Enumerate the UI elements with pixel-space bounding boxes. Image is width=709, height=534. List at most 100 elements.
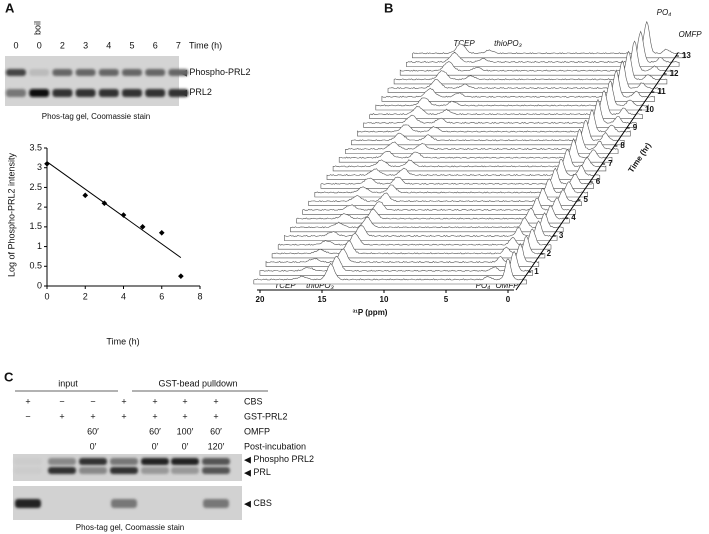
peak-label: TCEP — [453, 39, 475, 48]
cell: + — [152, 396, 157, 406]
band — [145, 69, 166, 76]
x-tick-label: 4 — [121, 291, 126, 301]
time-tick-label: 2 — [547, 249, 552, 258]
point — [82, 192, 89, 199]
band — [98, 89, 119, 97]
spectrum — [357, 109, 631, 137]
band — [141, 458, 169, 465]
band — [79, 458, 107, 465]
spectrum — [290, 212, 564, 233]
band — [202, 458, 230, 465]
band — [79, 467, 107, 474]
point — [139, 224, 146, 230]
peak-label: PO₄ — [476, 281, 491, 290]
peak-label: thioPO₃ — [306, 281, 334, 290]
spectrum — [345, 128, 619, 154]
band-label: ◀ Phospho PRL2 — [244, 454, 314, 464]
time-tick-label: 7 — [608, 159, 613, 168]
lane-label: 7 — [176, 40, 181, 50]
ppm-tick-label: 20 — [256, 295, 265, 304]
y-tick-label: 1 — [37, 241, 42, 251]
band — [110, 467, 138, 474]
band — [14, 467, 42, 474]
spectrum — [296, 205, 570, 224]
spectrum — [253, 258, 527, 285]
band — [48, 458, 76, 465]
cell: 100′ — [177, 426, 194, 436]
time-tick-label: 12 — [670, 69, 679, 78]
y-axis-label: Log of Phospho-PRL2 intensity — [6, 152, 16, 277]
cell: + — [121, 396, 126, 406]
band-label: ◀ PRL2 — [180, 87, 212, 97]
band — [6, 69, 26, 76]
x-tick-label: 6 — [159, 291, 164, 301]
y-tick-label: 3 — [37, 162, 42, 172]
band — [75, 89, 96, 97]
caption: Phos-tag gel, Coomassie stain — [42, 112, 151, 121]
band — [15, 499, 41, 508]
band — [110, 458, 138, 465]
y-tick-label: 3.5 — [29, 142, 42, 152]
y-tick-label: 1.5 — [29, 221, 42, 231]
lane-label: 5 — [129, 40, 134, 50]
row-label: GST-PRL2 — [244, 411, 288, 421]
band — [52, 69, 73, 76]
band-label: ◀ PRL — [244, 467, 271, 477]
time-label: Time (h) — [189, 40, 222, 50]
band — [48, 467, 76, 474]
peak-label: PO₄ — [657, 8, 672, 17]
lane-label: 6 — [153, 40, 158, 50]
band — [145, 89, 166, 97]
row-label: OMFP — [244, 426, 270, 436]
caption: Phos-tag gel, Coomassie stain — [76, 523, 185, 532]
cell: 60′ — [149, 426, 161, 436]
cell: + — [121, 411, 126, 421]
time-tick-label: 6 — [596, 177, 601, 186]
ppm-label: ³¹P (ppm) — [353, 308, 388, 317]
band — [168, 89, 189, 97]
band-name: Phospho-PRL2 — [189, 67, 250, 77]
ppm-tick-label: 5 — [444, 295, 449, 304]
point — [158, 229, 165, 236]
ppm-tick-label: 0 — [506, 295, 511, 304]
spectrum — [351, 119, 625, 146]
cell: + — [25, 396, 30, 406]
time-tick-label: 5 — [584, 195, 589, 204]
point — [44, 160, 50, 167]
cell: 0′ — [182, 441, 189, 451]
band-name: Phospho PRL2 — [253, 454, 314, 464]
x-axis-label: Time (h) — [106, 336, 139, 346]
point — [178, 273, 184, 279]
time-tick-label: 1 — [534, 267, 539, 276]
gel — [5, 56, 179, 106]
cell: 0′ — [90, 441, 97, 451]
point — [101, 200, 108, 207]
band — [98, 69, 119, 76]
cell: + — [182, 411, 187, 421]
cell: + — [182, 396, 187, 406]
band — [111, 499, 137, 508]
time-tick-label: 3 — [559, 231, 564, 240]
band-label: ◀ Phospho-PRL2 — [180, 67, 250, 77]
spectrum — [369, 90, 643, 119]
ppm-tick-label: 10 — [380, 295, 389, 304]
time-tick-label: 13 — [682, 51, 691, 60]
row-label: CBS — [244, 396, 263, 406]
cell: + — [213, 411, 218, 421]
y-tick-label: 0.5 — [29, 261, 42, 271]
time-tick-label: 11 — [657, 87, 666, 96]
cell: + — [59, 411, 64, 421]
cell: − — [59, 396, 64, 406]
band — [171, 458, 199, 465]
x-tick-label: 8 — [197, 291, 202, 301]
x-tick-label: 0 — [44, 291, 49, 301]
cell: 120′ — [208, 441, 225, 451]
spectrum — [314, 178, 588, 198]
ppm-tick-label: 15 — [318, 295, 327, 304]
lane-label: 0 — [13, 40, 18, 50]
band — [122, 89, 142, 97]
panel-letter: A — [5, 0, 15, 15]
peak-label: OMFP — [678, 30, 702, 39]
band — [203, 499, 229, 508]
group-label: input — [58, 378, 78, 388]
